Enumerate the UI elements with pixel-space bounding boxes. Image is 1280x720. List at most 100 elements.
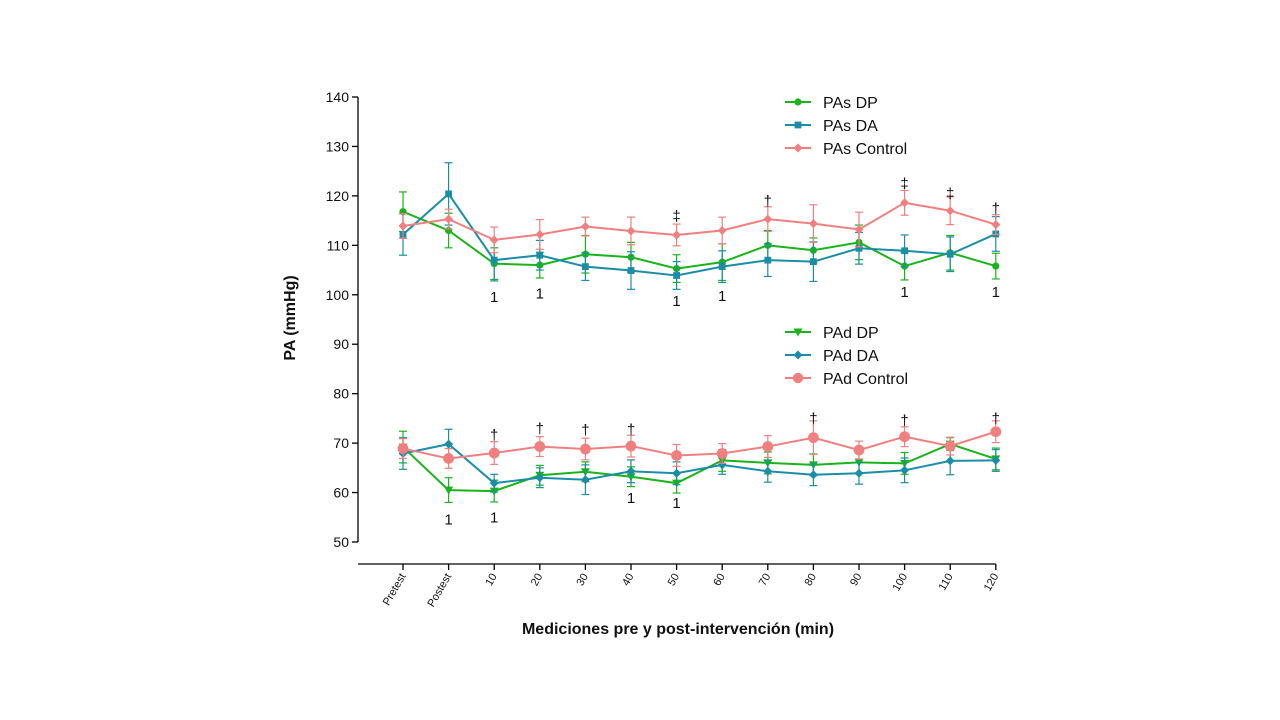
annotation-mark: †: [992, 200, 1000, 217]
data-point: [945, 206, 955, 216]
annotation-mark: 1: [672, 293, 680, 310]
annotation-layer: 1 1 1 1 1 1 ‡ † ‡ ‡ † 1 1 1 1 † † † † † † †: [444, 176, 1000, 529]
y-tick-label: 130: [326, 138, 350, 154]
data-point: [626, 466, 636, 476]
data-point: [626, 226, 636, 236]
legend-label: PAd DA: [823, 348, 879, 365]
series-line: [402, 443, 997, 493]
x-tick-label: 60: [711, 572, 728, 589]
data-point: [901, 247, 908, 255]
data-point: [992, 262, 1000, 270]
y-tick-label: 50: [333, 534, 349, 550]
legend-entry: PAd DP: [785, 325, 879, 342]
data-point: [991, 220, 1001, 230]
y-tick-label: 70: [333, 435, 349, 451]
legend-marker: [793, 328, 803, 337]
legend-entry: PAs Control: [785, 141, 907, 158]
data-point: [445, 190, 452, 198]
annotation-mark: 1: [718, 288, 726, 305]
y-tick-label: 140: [326, 89, 350, 105]
legend-entry: PAs DA: [785, 118, 878, 135]
data-point: [991, 455, 1001, 465]
legend-entry: PAd Control: [785, 371, 908, 388]
data-point: [490, 256, 498, 264]
annotation-mark: †: [581, 422, 589, 439]
data-point: [763, 214, 773, 224]
data-point: [535, 473, 545, 483]
annotation-mark: 1: [490, 289, 498, 306]
x-axis-title: Mediciones pre y post-intervención (min): [522, 621, 834, 638]
series-pad-dp: [398, 430, 1001, 504]
annotation-mark: 1: [536, 285, 544, 302]
data-point: [625, 440, 637, 452]
data-point: [535, 229, 545, 239]
legend-label: PAd DP: [823, 325, 879, 342]
y-tick-label: 90: [333, 336, 349, 352]
series-line: [402, 192, 997, 277]
x-tick-label: 20: [529, 572, 546, 589]
y-tick-label: 60: [333, 485, 349, 501]
x-tick-label: 70: [757, 572, 774, 589]
y-tick-label: 100: [326, 287, 350, 303]
legend-label: PAs DA: [823, 118, 878, 135]
data-point: [536, 251, 544, 259]
data-point: [900, 198, 910, 208]
annotation-mark: †: [536, 420, 544, 437]
data-point: [580, 222, 590, 232]
data-point: [627, 267, 635, 274]
data-point: [810, 258, 817, 266]
data-point: [580, 475, 590, 485]
data-point: [672, 468, 682, 478]
data-point: [854, 225, 864, 235]
data-point: [717, 460, 727, 470]
annotation-mark: ‡: [946, 185, 954, 202]
annotation-mark: 1: [444, 511, 452, 528]
legend: PAs DP PAs DA PAs Control PAd DP PAd DA PAd C…: [785, 95, 908, 388]
legend-entry: PAd DA: [785, 348, 879, 365]
legend-marker: [793, 350, 803, 360]
series-line: [402, 210, 997, 270]
data-point: [716, 448, 728, 459]
data-point: [762, 441, 774, 452]
y-tick-label: 110: [327, 237, 350, 253]
data-point: [808, 432, 819, 444]
data-point: [990, 426, 1002, 438]
annotation-mark: 1: [672, 495, 680, 512]
x-tick-label: Pretest: [381, 572, 409, 608]
x-tick-label: 120: [982, 572, 1002, 594]
data-point: [946, 250, 954, 258]
annotation-mark: ‡: [900, 176, 908, 193]
data-point: [444, 486, 454, 495]
data-point: [853, 444, 865, 456]
data-point: [671, 450, 682, 461]
annotation-mark: 1: [490, 509, 498, 526]
annotation-mark: †: [992, 410, 1000, 427]
annotation-mark: 1: [992, 284, 1000, 301]
legend-marker: [794, 121, 802, 129]
series-line: [402, 430, 997, 460]
x-tick-label: Postest: [425, 572, 454, 610]
data-point: [854, 468, 864, 478]
data-point: [944, 440, 956, 452]
data-point: [398, 221, 408, 231]
legend-label: PAs Control: [823, 141, 907, 158]
data-point: [489, 478, 499, 488]
x-tick-label: 80: [802, 572, 819, 589]
annotation-mark: †: [809, 410, 817, 427]
data-point: [489, 235, 499, 245]
y-tick-label: 120: [326, 188, 350, 204]
legend-marker: [792, 372, 804, 384]
x-tick-label: 100: [891, 572, 911, 594]
legend-group: PAd DP PAd DA PAd Control: [785, 325, 908, 388]
x-tick-label: 90: [848, 572, 865, 589]
data-point: [900, 465, 910, 475]
legend-group: PAs DP PAs DA PAs Control: [785, 95, 907, 158]
annotation-mark: †: [490, 427, 498, 444]
legend-marker: [794, 98, 802, 106]
legend-label: PAs DP: [823, 95, 878, 112]
data-point: [444, 439, 454, 449]
data-point: [717, 226, 727, 235]
annotation-mark: 1: [627, 490, 635, 507]
